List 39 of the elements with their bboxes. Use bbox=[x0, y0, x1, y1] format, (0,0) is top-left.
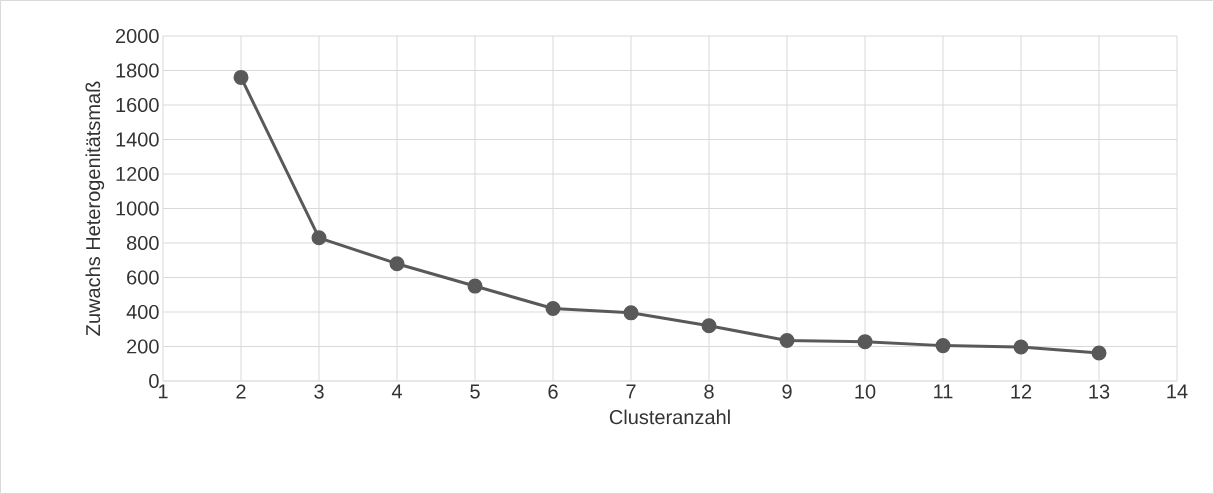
y-tick-label: 1200 bbox=[116, 166, 159, 182]
point bbox=[1013, 339, 1029, 355]
point bbox=[935, 338, 951, 354]
x-tick-label: 7 bbox=[626, 384, 636, 399]
y-tick-label: 600 bbox=[127, 270, 159, 285]
x-tick-label: 10 bbox=[855, 384, 876, 399]
y-tick-label: 1000 bbox=[116, 201, 159, 216]
point bbox=[233, 69, 249, 85]
point bbox=[1091, 345, 1107, 361]
y-axis-title: Zuwachs Heterogenitätsmaß bbox=[85, 81, 105, 336]
y-tick-label: 200 bbox=[127, 339, 159, 354]
point bbox=[311, 230, 327, 246]
x-tick-label: 2 bbox=[236, 384, 246, 399]
point bbox=[779, 332, 795, 348]
x-tick-label: 3 bbox=[314, 384, 324, 399]
x-tick-label: 11 bbox=[934, 384, 953, 399]
x-tick-label: 4 bbox=[391, 384, 402, 399]
x-tick-label: 14 bbox=[1167, 384, 1188, 399]
point bbox=[467, 278, 483, 294]
x-tick-label: 13 bbox=[1089, 384, 1110, 399]
x-axis-title: Clusteranzahl bbox=[609, 409, 730, 425]
x-tick-label: 9 bbox=[782, 384, 792, 399]
x-tick-label: 1 bbox=[158, 384, 168, 399]
y-tick-label: 0 bbox=[149, 373, 159, 389]
x-tick-label: 5 bbox=[470, 384, 480, 399]
point bbox=[623, 305, 639, 321]
point bbox=[701, 318, 717, 334]
x-tick-label: 8 bbox=[704, 384, 714, 399]
y-tick-label: 1600 bbox=[116, 97, 159, 113]
y-tick-label: 2000 bbox=[115, 28, 159, 44]
y-tick-label: 400 bbox=[126, 304, 159, 320]
y-tick-label: 800 bbox=[126, 235, 159, 251]
point bbox=[389, 256, 405, 272]
point bbox=[857, 334, 873, 350]
x-tick-label: 12 bbox=[1011, 384, 1032, 399]
x-tick-label: 6 bbox=[548, 384, 558, 399]
point bbox=[545, 301, 561, 317]
y-tick-label: 1400 bbox=[116, 132, 159, 147]
y-tick-label: 1800 bbox=[116, 63, 159, 78]
